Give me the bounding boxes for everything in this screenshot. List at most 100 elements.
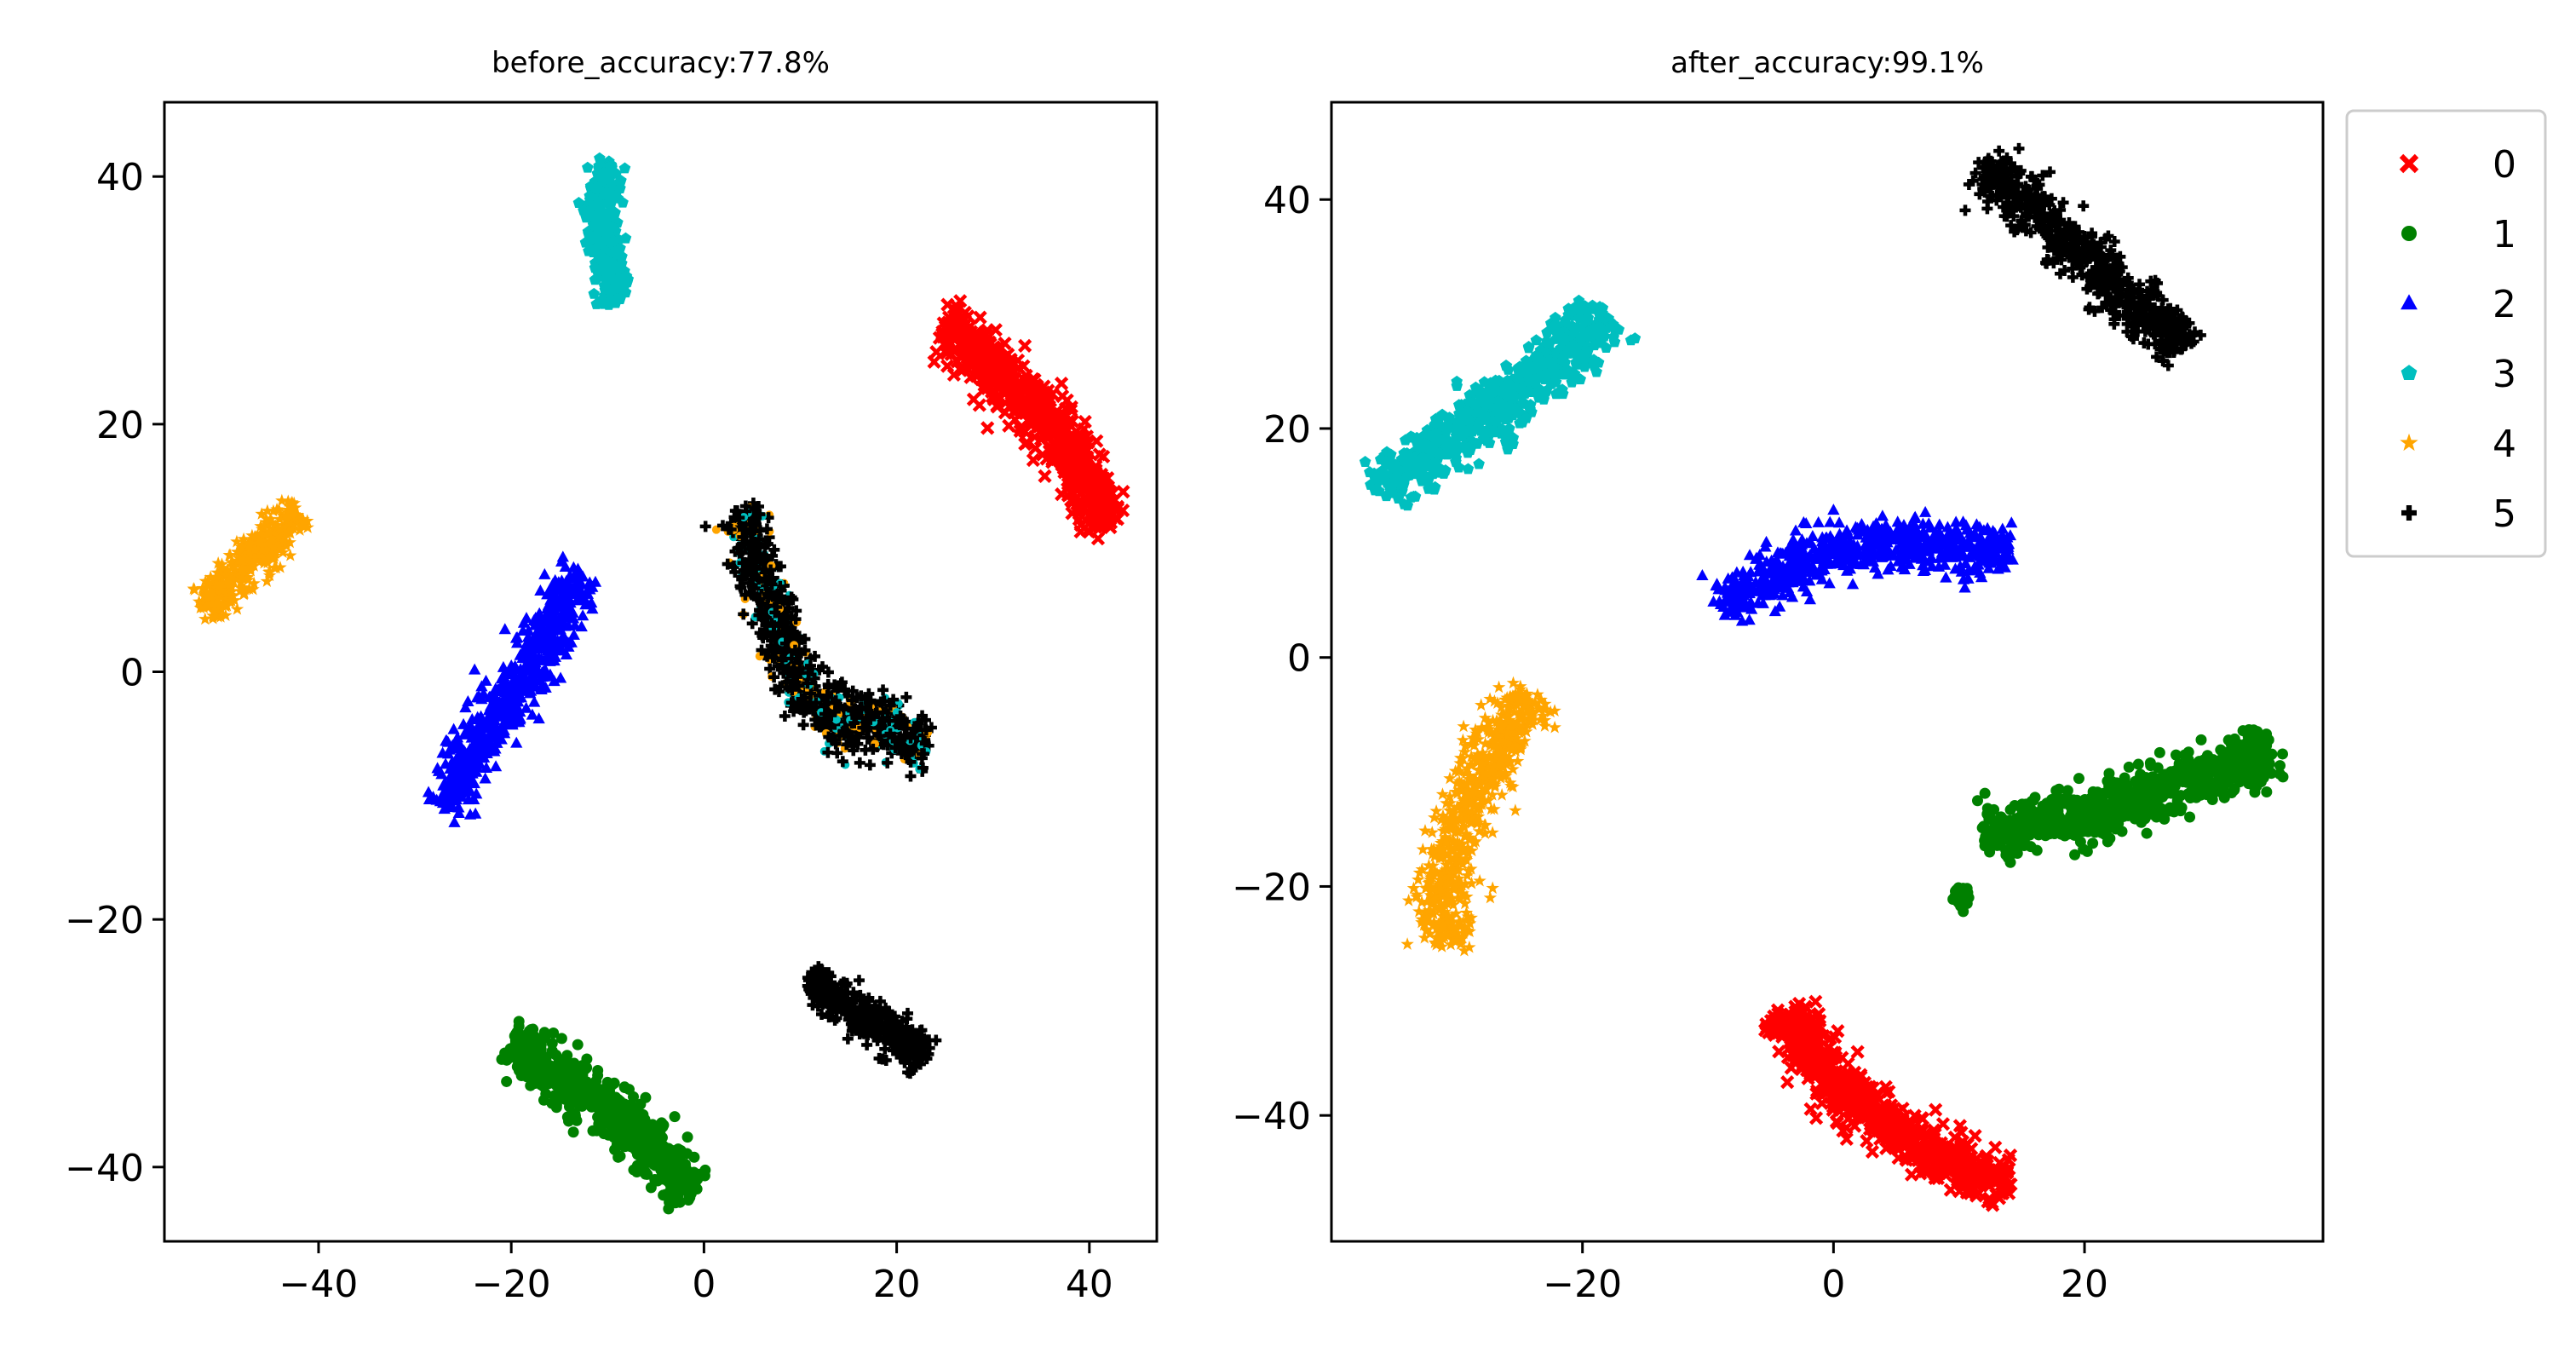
y-tick-label: 20: [96, 404, 144, 447]
data-point: [464, 719, 478, 731]
data-point: [745, 523, 756, 535]
data-point: [214, 610, 227, 623]
data-point: [927, 354, 941, 369]
data-point: [779, 664, 791, 676]
data-point: [860, 724, 872, 736]
data-point: [1010, 353, 1026, 368]
data-point: [729, 504, 741, 516]
data-point: [516, 652, 529, 664]
data-point: [526, 1051, 538, 1062]
data-point: [882, 757, 894, 768]
data-point: [235, 540, 249, 554]
data-point: [683, 1166, 695, 1178]
data-point: [888, 694, 900, 705]
data-point: [223, 548, 238, 561]
data-point: [255, 543, 269, 556]
data-point: [992, 356, 1007, 371]
data-point: [618, 162, 631, 174]
data-point: [230, 602, 244, 615]
data-point: [816, 661, 828, 673]
data-point: [884, 699, 896, 711]
data-point: [447, 722, 460, 734]
data-point: [1025, 417, 1039, 432]
data-point: [529, 1033, 541, 1045]
data-point: [543, 1078, 555, 1090]
data-point: [747, 516, 759, 528]
x-tick-label: −40: [279, 1263, 359, 1306]
series-4: [187, 493, 314, 625]
data-point: [236, 554, 250, 567]
data-point: [898, 1029, 910, 1041]
data-point: [649, 1174, 661, 1186]
data-point: [596, 209, 608, 221]
data-point: [533, 631, 546, 643]
data-point: [790, 667, 802, 679]
data-point: [506, 665, 520, 676]
data-point: [842, 999, 854, 1010]
data-point: [871, 1034, 883, 1046]
data-point: [262, 564, 277, 578]
data-point: [814, 721, 825, 733]
data-point: [607, 1113, 618, 1125]
data-point: [513, 713, 526, 725]
data-point: [802, 677, 814, 689]
data-point: [1026, 371, 1040, 387]
data-point: [1054, 377, 1069, 391]
data-point: [491, 736, 503, 748]
data-point: [610, 1132, 622, 1144]
data-point: [527, 635, 540, 647]
data-point: [785, 697, 797, 709]
data-point: [810, 697, 822, 709]
data-point: [589, 273, 601, 285]
data-point: [469, 807, 482, 819]
data-point: [822, 746, 834, 758]
data-point: [1066, 451, 1080, 465]
data-point: [257, 553, 271, 567]
data-point: [954, 348, 969, 364]
data-point: [805, 688, 817, 699]
data-point: [497, 670, 510, 682]
data-point: [535, 622, 548, 634]
data-point: [262, 518, 275, 531]
data-point: [974, 372, 989, 387]
data-point: [232, 544, 246, 558]
data-point: [586, 602, 599, 614]
data-point: [846, 694, 858, 706]
data-point: [231, 554, 245, 567]
data-point: [203, 589, 217, 602]
data-point: [964, 348, 980, 364]
data-point: [237, 587, 250, 601]
data-point: [599, 245, 612, 256]
data-point: [789, 644, 801, 656]
data-point: [501, 1075, 513, 1087]
data-point: [576, 609, 589, 621]
data-point: [439, 757, 452, 769]
data-point: [867, 743, 879, 755]
data-point: [874, 995, 886, 1007]
data-point: [1089, 520, 1103, 534]
data-point: [940, 297, 955, 312]
data-point: [990, 398, 1004, 413]
data-point: [453, 749, 466, 761]
data-point: [673, 1161, 685, 1173]
data-point: [220, 577, 233, 590]
data-point: [1090, 434, 1104, 448]
data-point: [882, 740, 894, 751]
data-point: [917, 710, 929, 722]
data-point: [617, 196, 629, 208]
data-point: [1018, 338, 1032, 353]
data-point: [534, 642, 548, 653]
data-point: [267, 504, 280, 517]
data-point: [594, 152, 606, 164]
data-point: [775, 584, 787, 596]
data-point: [548, 638, 561, 650]
data-point: [521, 680, 535, 692]
data-point: [268, 545, 283, 559]
data-point: [802, 667, 814, 679]
data-point: [823, 682, 835, 694]
data-point: [547, 648, 560, 659]
data-point: [441, 735, 455, 747]
data-point: [823, 1011, 835, 1023]
data-point: [855, 701, 867, 713]
